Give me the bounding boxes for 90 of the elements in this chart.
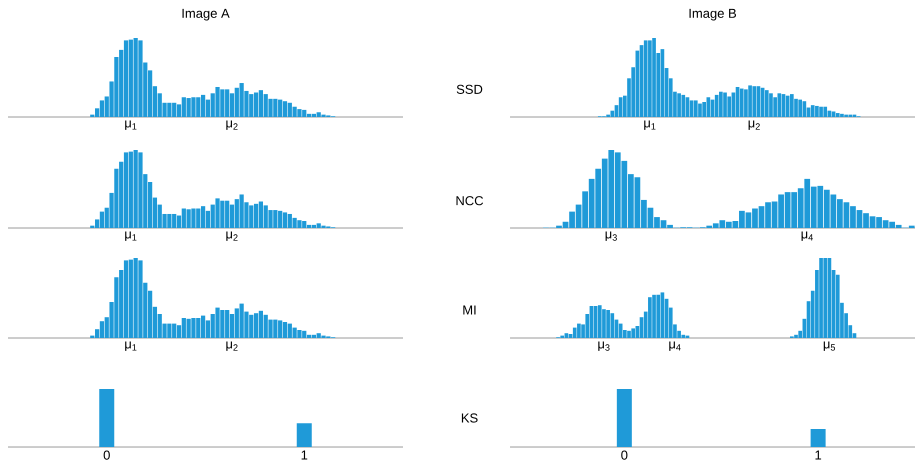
bar xyxy=(706,97,710,118)
bar xyxy=(698,104,702,118)
bar xyxy=(652,38,656,118)
bar xyxy=(714,94,719,118)
x-tick-label: 1 xyxy=(815,450,822,460)
bar xyxy=(727,96,732,118)
x-tick-label: μ$_{4}$ xyxy=(669,342,681,351)
bar xyxy=(736,86,740,118)
bar xyxy=(677,93,681,118)
bar xyxy=(723,92,727,118)
bar xyxy=(648,40,652,118)
bar xyxy=(618,324,622,338)
x-tick-label: 0 xyxy=(104,450,110,460)
bar xyxy=(769,93,773,118)
chart-title: Image A xyxy=(182,8,230,21)
bar xyxy=(594,306,598,338)
bar xyxy=(660,49,664,118)
bar xyxy=(852,114,856,118)
y-axis-title: MI xyxy=(463,306,476,314)
bar xyxy=(652,294,656,338)
bar xyxy=(844,114,848,118)
x-tick-label: 0 xyxy=(621,450,628,460)
bar xyxy=(794,334,798,338)
x-tick-label: μ$_{2}$ xyxy=(748,120,760,130)
bar xyxy=(572,328,577,338)
bar xyxy=(836,113,840,118)
bar xyxy=(748,85,752,118)
bar xyxy=(686,97,690,118)
bar xyxy=(660,292,664,338)
bar xyxy=(719,92,723,118)
bar xyxy=(590,306,594,338)
bar xyxy=(644,40,648,118)
bar xyxy=(823,106,828,118)
x-tick-label: μ$_{2}$ xyxy=(226,120,238,130)
bar xyxy=(752,86,756,118)
bar xyxy=(773,97,777,118)
x-tick-label: μ$_{1}$ xyxy=(125,120,136,130)
bar xyxy=(790,94,794,118)
bar xyxy=(702,102,706,118)
x-tick-label: 1 xyxy=(302,450,308,460)
x-tick-label: μ$_{2}$ xyxy=(226,232,238,241)
bar xyxy=(823,258,828,338)
bar xyxy=(777,93,782,118)
bar xyxy=(760,88,764,118)
x-tick-label: μ$_{5}$ xyxy=(824,342,836,351)
x-tick-label: μ$_{1}$ xyxy=(125,232,136,241)
bar xyxy=(810,105,815,118)
bar xyxy=(577,324,581,338)
bar xyxy=(840,114,844,118)
bar xyxy=(681,94,686,118)
bar xyxy=(694,100,698,118)
bar xyxy=(819,258,823,338)
bar xyxy=(802,101,806,118)
y-axis-title: KS xyxy=(462,413,478,423)
bar xyxy=(756,86,760,118)
x-tick-label: μ$_{3}$ xyxy=(598,342,610,351)
bar xyxy=(656,294,660,338)
bar xyxy=(786,96,790,118)
bar xyxy=(819,106,823,118)
bar xyxy=(690,100,694,118)
bar xyxy=(618,97,622,118)
x-tick-label: μ$_{1}$ xyxy=(644,120,656,130)
bar xyxy=(610,313,614,338)
y-axis-title: NCC xyxy=(456,196,484,206)
bar xyxy=(782,94,786,118)
bar xyxy=(798,100,802,118)
x-tick-label: μ$_{1}$ xyxy=(125,342,136,351)
bar xyxy=(828,258,832,338)
bar xyxy=(627,330,631,338)
bar xyxy=(744,89,748,118)
chart-title: Image B xyxy=(690,8,736,21)
bar xyxy=(606,114,610,118)
y-axis-title: SSD xyxy=(456,84,482,94)
bar xyxy=(648,297,652,338)
bar xyxy=(564,333,568,338)
x-tick-label: μ$_{2}$ xyxy=(226,342,238,351)
bar xyxy=(828,110,832,118)
bar xyxy=(815,106,819,118)
bar xyxy=(602,309,606,338)
x-tick-label: μ$_{3}$ xyxy=(606,232,617,241)
bar xyxy=(848,114,852,118)
bar xyxy=(686,336,690,338)
bar xyxy=(764,90,769,118)
bar xyxy=(832,111,836,118)
bar xyxy=(631,328,636,338)
bar xyxy=(740,88,744,118)
bar xyxy=(560,336,564,338)
x-tick-label: μ$_{4}$ xyxy=(802,232,813,241)
bar xyxy=(606,310,610,338)
bar xyxy=(598,305,602,338)
